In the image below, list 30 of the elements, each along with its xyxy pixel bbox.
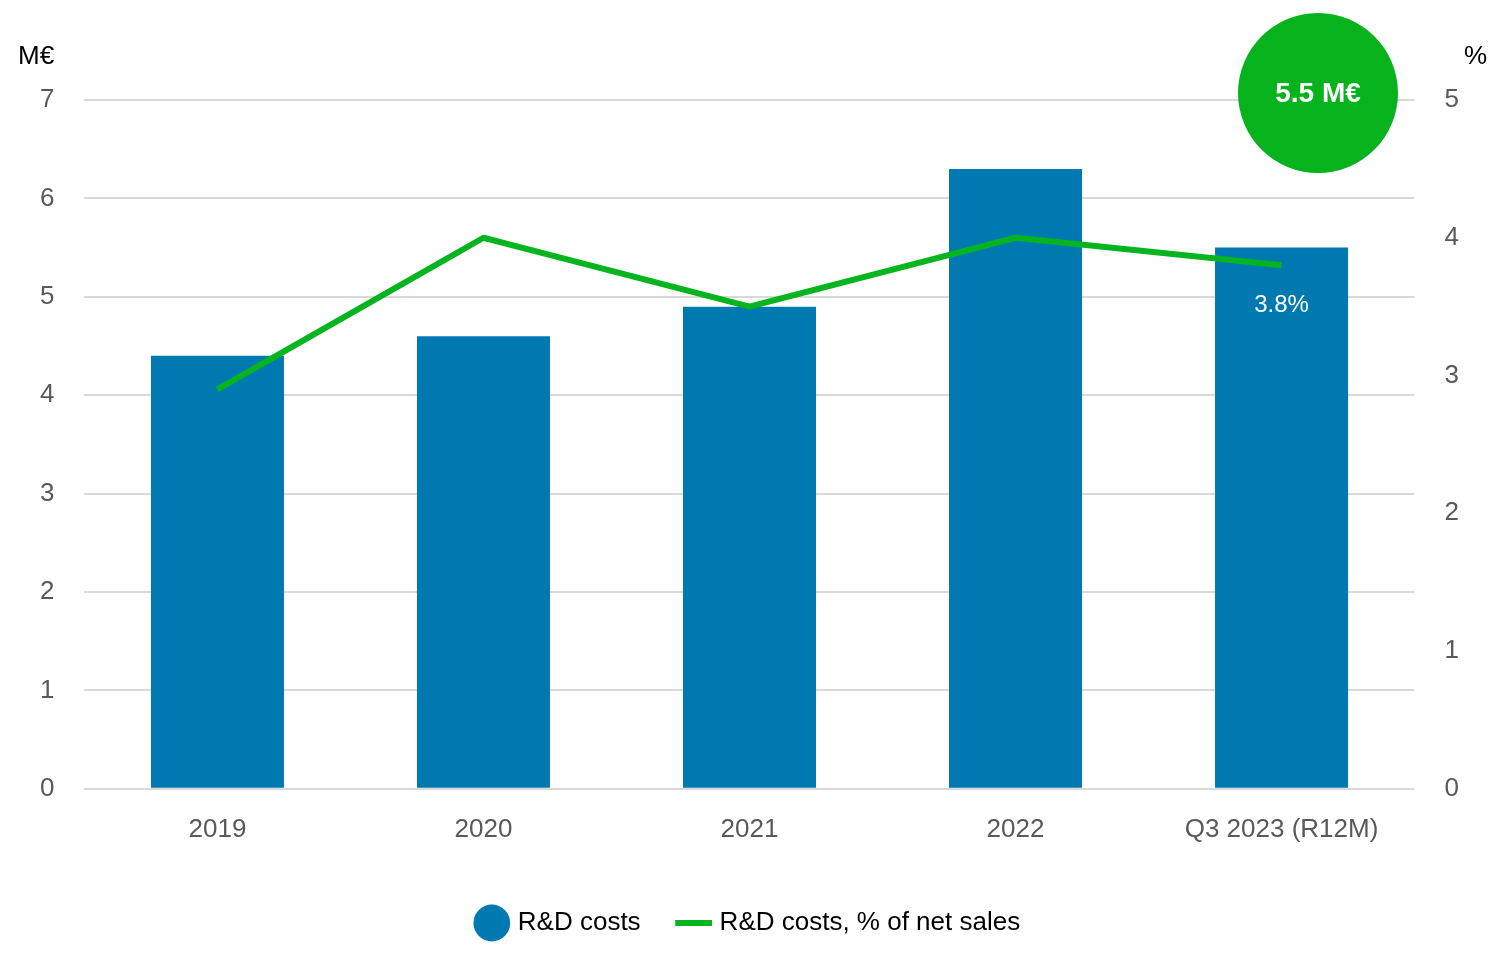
bar <box>949 168 1083 788</box>
x-tick-label: 2020 <box>454 812 513 843</box>
y2-tick-label: 5 <box>1444 83 1460 114</box>
legend-label: R&D costs, % of net sales <box>719 906 1021 937</box>
y2-tick-label: 1 <box>1444 634 1460 665</box>
x-tick-label: 2019 <box>188 812 247 843</box>
y-tick-label: 4 <box>39 378 55 409</box>
y-tick-label: 5 <box>39 279 55 310</box>
bar <box>150 355 284 788</box>
y-tick-label: 6 <box>39 181 55 212</box>
y2-tick-label: 0 <box>1444 771 1460 802</box>
y2-axis-title: % <box>1463 40 1487 71</box>
y-tick-label: 2 <box>39 575 55 606</box>
data-label: 3.8% <box>1254 289 1309 317</box>
y-tick-label: 1 <box>39 673 55 704</box>
bar <box>683 306 816 788</box>
bar <box>416 336 550 788</box>
y-axis-title: M€ <box>18 40 55 71</box>
y2-tick-label: 3 <box>1444 358 1460 389</box>
legend-label: R&D costs <box>517 906 641 937</box>
y-tick-label: 0 <box>39 771 55 802</box>
y2-tick-label: 2 <box>1444 496 1460 527</box>
bar <box>1215 247 1349 788</box>
x-tick-label: 2021 <box>720 812 779 843</box>
x-tick-label: Q3 2023 (R12M) <box>1184 812 1379 843</box>
y-tick-label: 7 <box>39 83 55 114</box>
x-tick-label: 2022 <box>986 812 1045 843</box>
y-tick-label: 3 <box>39 476 55 507</box>
circle-badge: 5.5 M€ <box>1238 13 1398 173</box>
y2-tick-label: 4 <box>1444 220 1460 251</box>
